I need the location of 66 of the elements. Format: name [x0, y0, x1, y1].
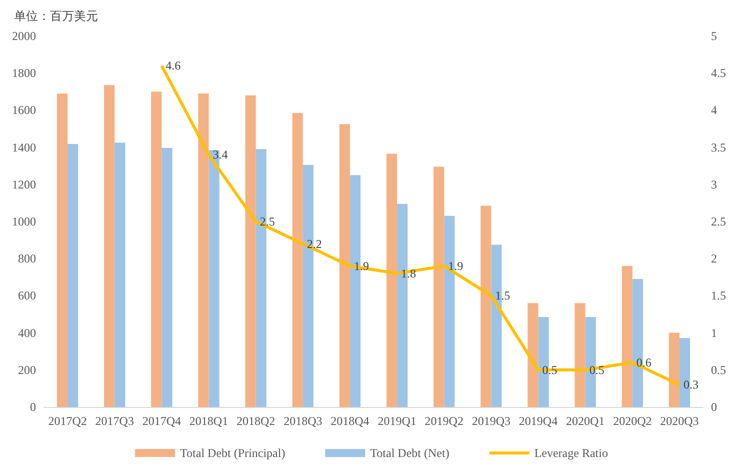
x-tick-label: 2018Q3: [284, 414, 322, 428]
x-tick-label: 2019Q1: [378, 414, 416, 428]
x-tick-label: 2020Q3: [660, 414, 699, 428]
bar: [386, 154, 398, 407]
y2-tick-label: 0: [711, 400, 717, 414]
x-tick-label: 2019Q4: [518, 414, 558, 428]
x-tick-label: 2020Q2: [613, 414, 652, 428]
y-tick-label: 400: [18, 326, 36, 340]
x-tick-label: 2017Q2: [48, 414, 87, 428]
data-label: 0.6: [636, 355, 652, 370]
bar: [114, 142, 126, 407]
data-label: 2.5: [260, 214, 275, 228]
y2-tick-label: 2: [711, 252, 717, 266]
y2-tick-label: 1.5: [711, 288, 726, 303]
y-tick-label: 1800: [12, 66, 36, 80]
bar: [668, 332, 680, 407]
y2-tick-label: 4: [711, 103, 717, 118]
bar: [104, 85, 115, 407]
bar: [68, 144, 78, 407]
x-tick-label: 2018Q4: [330, 414, 370, 428]
legend-label: Total Debt (Principal): [180, 446, 286, 460]
bar: [434, 166, 444, 407]
y-tick-label: 0: [30, 400, 36, 414]
y2-tick-label: 5: [711, 29, 717, 43]
y-tick-label: 200: [18, 362, 36, 377]
x-tick-label: 2020Q1: [566, 414, 605, 428]
legend-label: Total Debt (Net): [370, 446, 450, 460]
x-tick-label: 2019Q2: [424, 414, 464, 428]
y-tick-label: 1600: [12, 103, 36, 118]
bar: [480, 206, 492, 407]
x-tick-label: 2019Q3: [472, 414, 511, 428]
bar: [574, 303, 586, 407]
x-tick-label: 2017Q4: [142, 414, 182, 428]
y-tick-label: 800: [18, 252, 36, 266]
y2-tick-label: 3.5: [711, 140, 726, 154]
bar: [339, 124, 350, 407]
y2-tick-label: 3: [711, 177, 717, 192]
legend-label: Leverage Ratio: [534, 446, 608, 460]
y-tick-label: 2000: [12, 29, 36, 43]
bar: [622, 266, 632, 407]
data-label: 0.5: [542, 362, 558, 377]
x-tick-label: 2018Q2: [236, 414, 276, 428]
y-axis-title: 单位：百万美元: [14, 9, 98, 23]
y2-tick-label: 2.5: [711, 214, 726, 228]
bar: [528, 303, 538, 407]
bar: [292, 112, 303, 407]
data-label: 3.4: [212, 148, 228, 162]
bar: [151, 92, 162, 407]
bar: [162, 148, 172, 407]
x-tick-label: 2017Q3: [95, 414, 134, 428]
bar: [198, 94, 209, 407]
y2-tick-label: 0.5: [711, 362, 726, 377]
y2-tick-label: 1: [711, 326, 717, 340]
data-label: 4.6: [166, 58, 181, 73]
data-label: 1.9: [448, 259, 464, 274]
y-tick-label: 1400: [12, 140, 36, 154]
x-tick-label: 2018Q1: [189, 414, 228, 428]
y-tick-label: 600: [18, 288, 36, 303]
y-tick-label: 1000: [12, 214, 36, 228]
bar: [56, 94, 68, 407]
y2-tick-label: 4.5: [711, 66, 726, 80]
data-label: 1.5: [495, 288, 510, 303]
bar: [245, 95, 256, 407]
data-label: 0.3: [683, 378, 698, 392]
data-label: 2.2: [306, 236, 322, 251]
y-tick-label: 1200: [12, 177, 36, 192]
